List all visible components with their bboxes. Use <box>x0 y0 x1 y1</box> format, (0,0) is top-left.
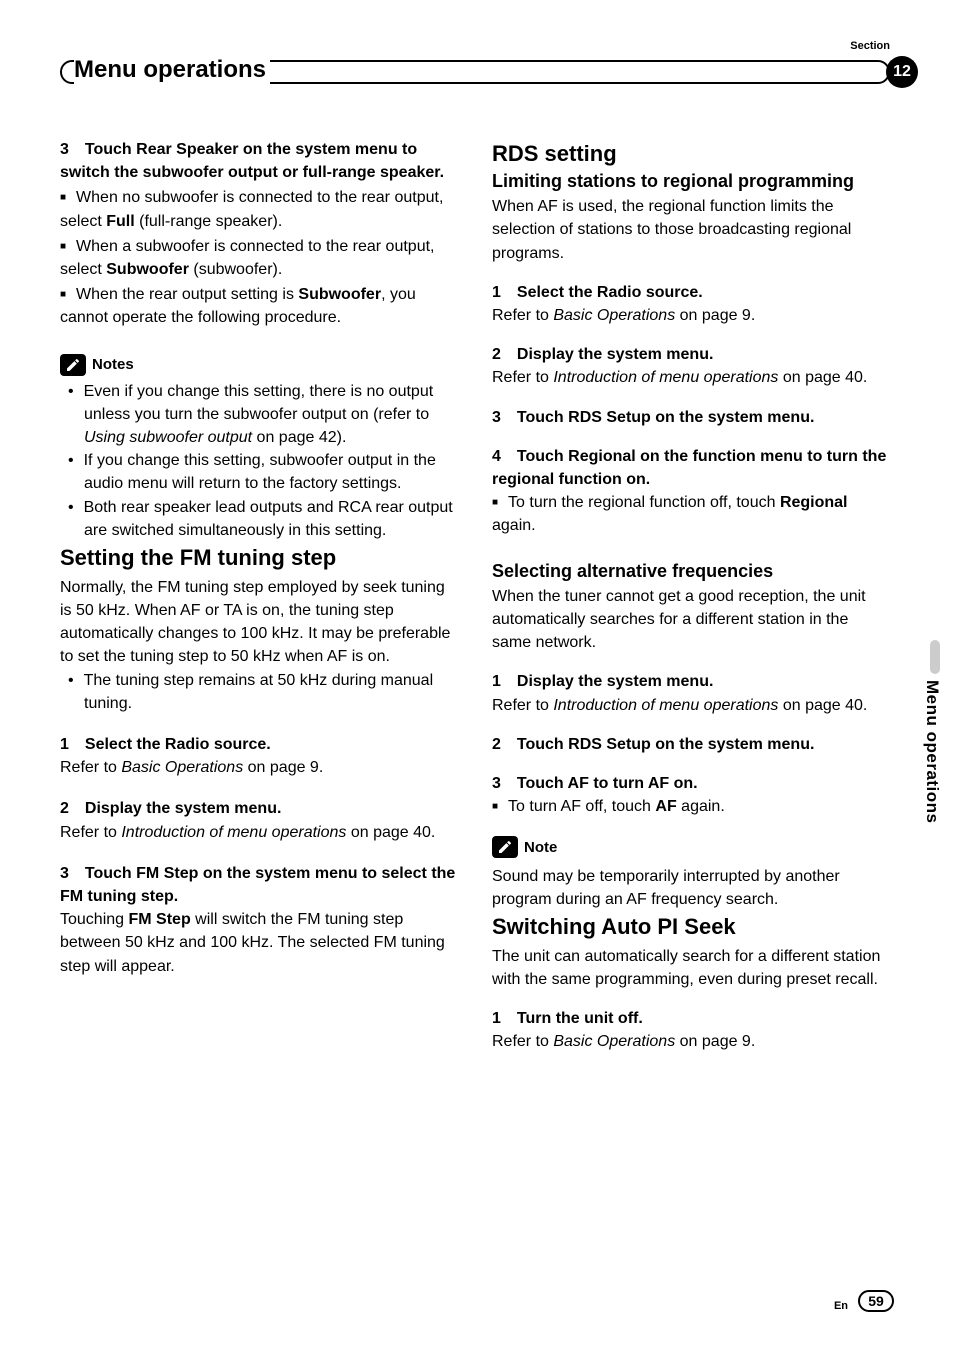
page-footer: En 59 <box>834 1290 894 1312</box>
pi-intro: The unit can automatically search for a … <box>492 945 890 991</box>
notes-badge: Notes <box>60 354 134 376</box>
reg-step1-body: Refer to Basic Operations on page 9. <box>492 304 890 327</box>
notes-item-1: Even if you change this setting, there i… <box>60 380 458 450</box>
rear-speaker-bullet-3: When the rear output setting is Subwoofe… <box>60 283 458 329</box>
left-column: 3 Touch Rear Speaker on the system menu … <box>60 138 458 1054</box>
fm-step1-heading: 1 Select the Radio source. <box>60 733 458 756</box>
dot-bullet-icon <box>68 452 84 469</box>
regional-intro: When AF is used, the regional function l… <box>492 195 890 265</box>
note-label: Note <box>524 837 557 859</box>
af-step1-heading: 1 Display the system menu. <box>492 670 890 693</box>
fm-tuning-heading: Setting the FM tuning step <box>60 542 458 574</box>
notes-item-3: Both rear speaker lead outputs and RCA r… <box>60 496 458 542</box>
af-step2-heading: 2 Touch RDS Setup on the system menu. <box>492 733 890 756</box>
footer-language: En <box>834 1300 848 1312</box>
reg-step2-body: Refer to Introduction of menu operations… <box>492 366 890 389</box>
section-label: Section <box>850 40 890 52</box>
square-bullet-icon <box>60 238 76 255</box>
af-subheading: Selecting alternative frequencies <box>492 560 890 583</box>
side-tab-label: Menu operations <box>922 680 942 824</box>
page-header: Menu operations Section 12 <box>60 60 890 94</box>
square-bullet-icon <box>60 286 76 303</box>
rear-speaker-bullet-1: When no subwoofer is connected to the re… <box>60 186 458 232</box>
af-step1-body: Refer to Introduction of menu operations… <box>492 694 890 717</box>
reg-step4-body: To turn the regional function off, touch… <box>492 491 890 537</box>
fm-step2-body: Refer to Introduction of menu operations… <box>60 821 458 844</box>
pi-step1-heading: 1 Turn the unit off. <box>492 1007 890 1030</box>
reg-step4-heading: 4 Touch Regional on the function menu to… <box>492 445 890 491</box>
pi-heading: Switching Auto PI Seek <box>492 911 890 943</box>
section-number-badge: 12 <box>886 56 918 88</box>
af-step3-heading: 3 Touch AF to turn AF on. <box>492 772 890 795</box>
side-tab-track <box>930 640 940 674</box>
content-columns: 3 Touch Rear Speaker on the system menu … <box>60 138 890 1054</box>
fm-step3-heading: 3 Touch FM Step on the system menu to se… <box>60 862 458 908</box>
fm-step3-body: Touching FM Step will switch the FM tuni… <box>60 908 458 978</box>
reg-step3-heading: 3 Touch RDS Setup on the system menu. <box>492 406 890 429</box>
note-badge: Note <box>492 836 557 858</box>
af-intro: When the tuner cannot get a good recepti… <box>492 585 890 655</box>
notes-item-2: If you change this setting, subwoofer ou… <box>60 449 458 495</box>
regional-subheading: Limiting stations to regional programmin… <box>492 170 890 193</box>
square-bullet-icon <box>492 798 508 815</box>
dot-bullet-icon <box>68 499 84 516</box>
rds-heading: RDS setting <box>492 138 890 170</box>
note-body: Sound may be temporarily interrupted by … <box>492 865 890 911</box>
fm-step2-heading: 2 Display the system menu. <box>60 797 458 820</box>
fm-tuning-note: The tuning step remains at 50 kHz during… <box>60 669 458 715</box>
page-title: Menu operations <box>74 56 270 84</box>
reg-step1-heading: 1 Select the Radio source. <box>492 281 890 304</box>
pi-step1-body: Refer to Basic Operations on page 9. <box>492 1030 890 1053</box>
pencil-icon <box>60 354 86 376</box>
fm-tuning-intro: Normally, the FM tuning step employed by… <box>60 576 458 669</box>
pencil-icon <box>492 836 518 858</box>
rear-speaker-step3-heading: 3 Touch Rear Speaker on the system menu … <box>60 138 458 184</box>
right-column: RDS setting Limiting stations to regiona… <box>492 138 890 1054</box>
page-number: 59 <box>868 1293 884 1309</box>
page-number-badge: 59 <box>858 1290 894 1312</box>
page: Menu operations Section 12 Menu operatio… <box>0 0 954 1352</box>
dot-bullet-icon <box>68 383 84 400</box>
side-tab: Menu operations <box>922 640 942 824</box>
section-number: 12 <box>893 63 911 81</box>
rear-speaker-bullet-2: When a subwoofer is connected to the rea… <box>60 235 458 281</box>
af-step3-body: To turn AF off, touch AF again. <box>492 795 890 818</box>
notes-label: Notes <box>92 354 134 376</box>
square-bullet-icon <box>492 494 508 511</box>
fm-step1-body: Refer to Basic Operations on page 9. <box>60 756 458 779</box>
square-bullet-icon <box>60 189 76 206</box>
dot-bullet-icon <box>68 672 84 689</box>
reg-step2-heading: 2 Display the system menu. <box>492 343 890 366</box>
